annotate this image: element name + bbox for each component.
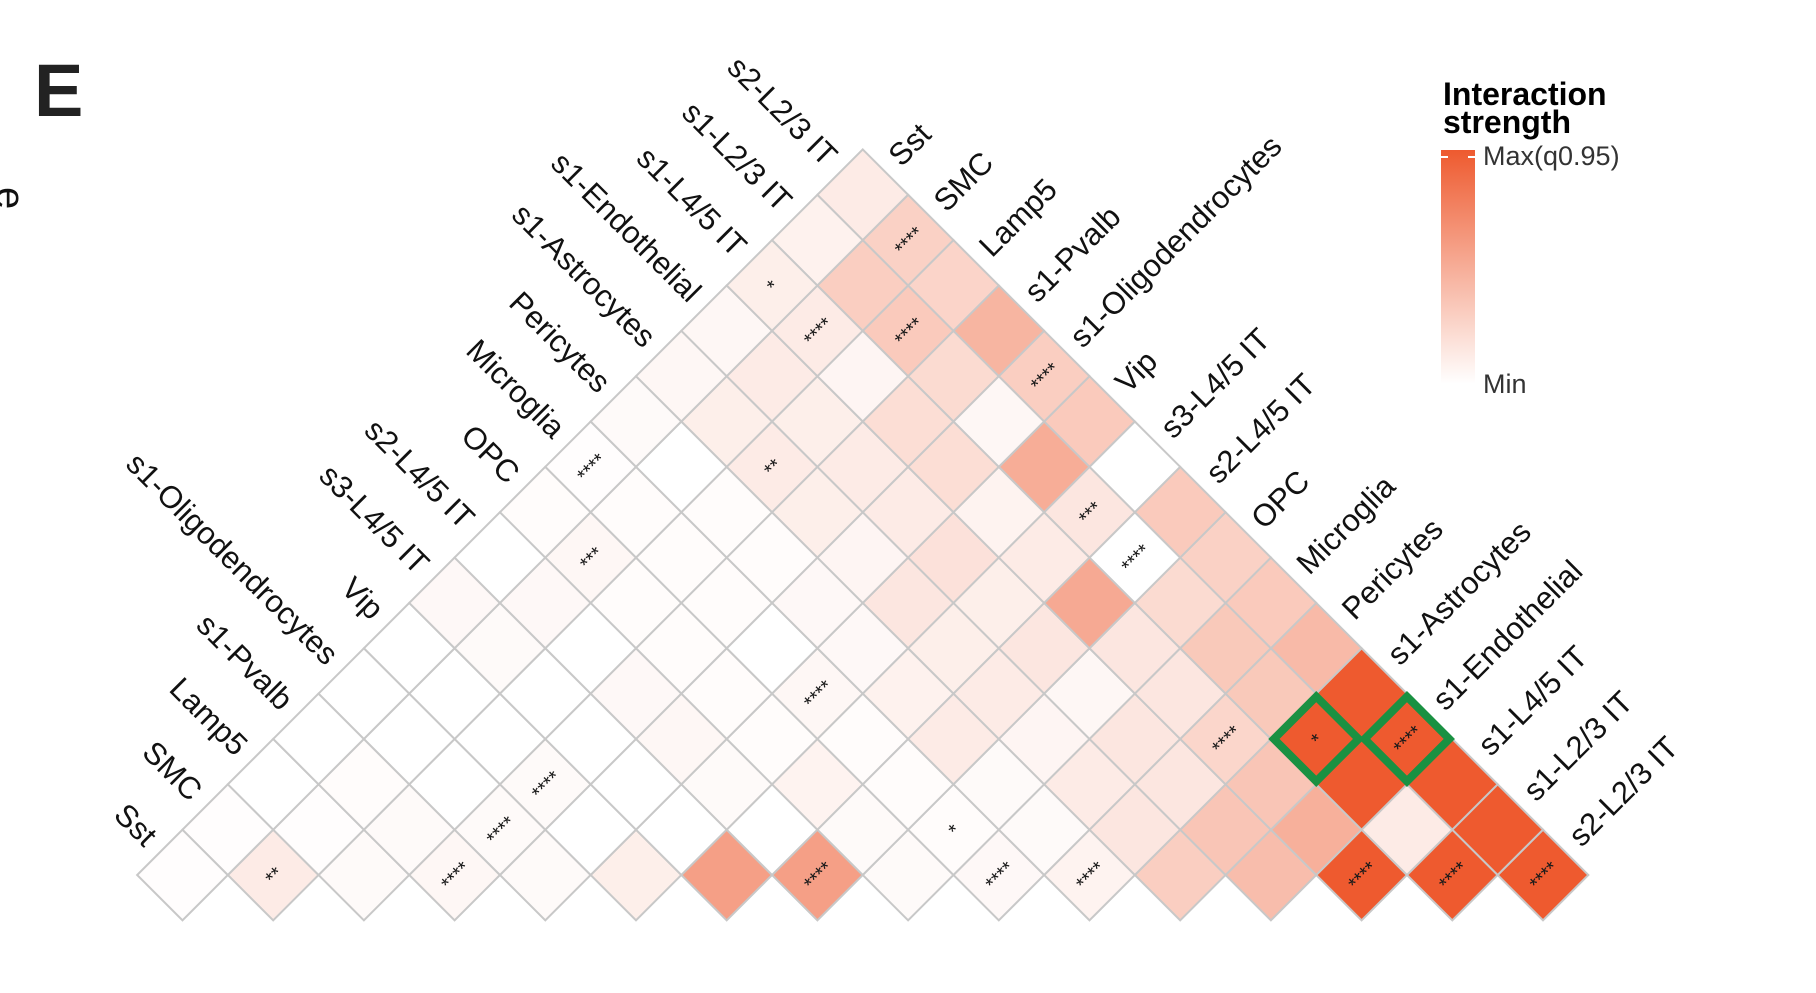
heatmap-cells bbox=[135, 147, 1590, 922]
highlight-outlines bbox=[1268, 690, 1455, 787]
left-axis-label: Sst bbox=[107, 797, 164, 854]
highlight-outline bbox=[1268, 690, 1365, 787]
legend-min-label: Min bbox=[1483, 369, 1527, 399]
color-legend: Interaction strength Max(q0.95) Min bbox=[1441, 76, 1620, 399]
left-axis-label: Lamp5 bbox=[163, 671, 255, 763]
legend-colorbar bbox=[1441, 150, 1475, 384]
heatmap-cell bbox=[815, 147, 910, 242]
left-axis-label: OPC bbox=[454, 418, 526, 490]
right-axis-label: Sst bbox=[881, 116, 938, 173]
left-axis-label: Vip bbox=[335, 570, 391, 626]
right-axis-label: Vip bbox=[1108, 344, 1164, 400]
legend-max-label: Max(q0.95) bbox=[1483, 141, 1620, 171]
right-axis-label: SMC bbox=[927, 145, 1000, 218]
legend-title-line2: strength bbox=[1443, 104, 1571, 140]
right-axis-label: Lamp5 bbox=[972, 172, 1064, 264]
legend-title-line1: Interaction bbox=[1443, 76, 1607, 112]
left-axis-label: SMC bbox=[136, 734, 209, 807]
clipped-label-fragment: e bbox=[0, 187, 32, 209]
panel-letter: E bbox=[34, 49, 83, 132]
right-axis-label: OPC bbox=[1244, 463, 1316, 535]
highlight-outline bbox=[1358, 690, 1455, 787]
